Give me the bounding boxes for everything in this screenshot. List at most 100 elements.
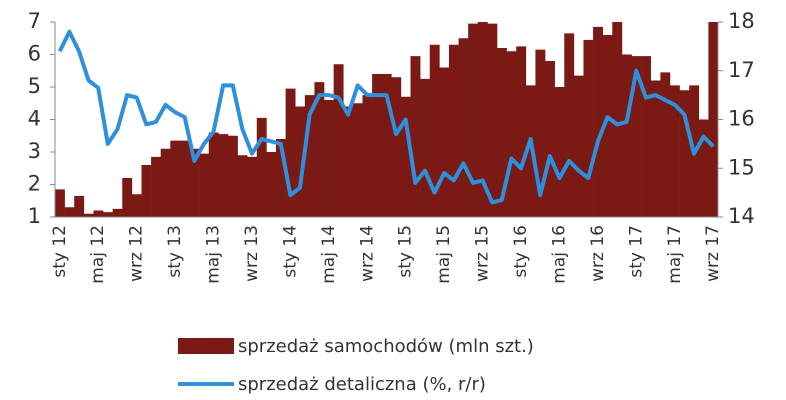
x-tick-label: maj 16 bbox=[549, 225, 569, 284]
bar bbox=[256, 117, 267, 217]
bar bbox=[669, 85, 680, 217]
bar bbox=[708, 22, 719, 217]
bar bbox=[535, 49, 546, 217]
x-tick-label: maj 12 bbox=[88, 225, 108, 284]
bar bbox=[593, 26, 603, 217]
x-tick-label: wrz 17 bbox=[703, 225, 723, 282]
bar bbox=[276, 139, 286, 217]
bar bbox=[55, 189, 65, 217]
x-tick-label: wrz 12 bbox=[127, 225, 147, 282]
bar bbox=[151, 156, 161, 217]
bar bbox=[227, 135, 238, 217]
bar bbox=[141, 165, 152, 217]
bar bbox=[516, 46, 527, 217]
bar bbox=[266, 152, 277, 217]
bar bbox=[343, 106, 354, 217]
x-tick-label: wrz 15 bbox=[473, 225, 493, 282]
legend-label: sprzedaż samochodów (mln szt.) bbox=[238, 336, 534, 357]
bar bbox=[112, 208, 123, 217]
bar bbox=[429, 44, 440, 217]
line bbox=[58, 29, 715, 205]
bar bbox=[74, 195, 85, 217]
bar bbox=[564, 33, 575, 217]
bar bbox=[400, 96, 411, 217]
bar bbox=[698, 119, 709, 217]
bar bbox=[83, 213, 94, 217]
bar bbox=[612, 22, 623, 217]
y2-tick-label: 16 bbox=[728, 107, 755, 131]
y-tick-label: 6 bbox=[28, 42, 41, 66]
bar bbox=[631, 56, 642, 217]
y2-tick-label: 18 bbox=[728, 9, 755, 33]
bar bbox=[554, 87, 565, 217]
bar bbox=[458, 38, 469, 217]
x-tick-label: maj 17 bbox=[665, 225, 685, 284]
x-tick-label: maj 14 bbox=[319, 225, 339, 284]
x-tick-label: wrz 16 bbox=[588, 225, 608, 282]
x-tick-label: sty 15 bbox=[396, 225, 416, 278]
bar bbox=[93, 210, 104, 217]
bar bbox=[295, 106, 306, 217]
bar bbox=[660, 72, 671, 217]
bar bbox=[362, 95, 373, 217]
bar bbox=[410, 56, 421, 217]
bar bbox=[477, 22, 488, 217]
bar bbox=[391, 77, 402, 217]
bar bbox=[448, 44, 459, 217]
bar bbox=[439, 67, 450, 217]
bar bbox=[352, 103, 363, 217]
bar bbox=[103, 212, 113, 217]
y-tick-label: 5 bbox=[28, 74, 41, 98]
bar bbox=[237, 155, 248, 217]
bar bbox=[381, 74, 392, 217]
y2-tick-label: 15 bbox=[728, 155, 755, 179]
bar bbox=[372, 74, 382, 217]
bar bbox=[131, 194, 142, 217]
bar bbox=[420, 78, 431, 217]
bar bbox=[497, 48, 507, 217]
bar bbox=[650, 80, 661, 217]
bar bbox=[199, 153, 210, 217]
legend-swatch bbox=[178, 338, 234, 354]
bar bbox=[170, 140, 181, 217]
x-tick-label: sty 12 bbox=[50, 225, 70, 278]
bar bbox=[487, 23, 498, 217]
bar bbox=[506, 51, 517, 217]
legend-label: sprzedaż detaliczna (%, r/r) bbox=[238, 374, 486, 395]
x-tick-label: wrz 13 bbox=[242, 225, 262, 282]
bar bbox=[314, 82, 325, 217]
x-tick-label: sty 17 bbox=[626, 225, 646, 278]
bar bbox=[304, 95, 315, 217]
y-tick-label: 7 bbox=[28, 9, 41, 33]
bar bbox=[160, 148, 171, 217]
bar bbox=[218, 134, 229, 217]
bar bbox=[602, 35, 613, 217]
bar bbox=[122, 178, 133, 217]
y-tick-label: 4 bbox=[28, 107, 41, 131]
bar bbox=[573, 75, 584, 217]
bar bbox=[64, 207, 75, 217]
y-tick-label: 1 bbox=[28, 204, 41, 228]
bar bbox=[545, 61, 555, 217]
bar bbox=[679, 90, 690, 217]
bar bbox=[179, 140, 190, 217]
bar bbox=[208, 132, 219, 217]
bar bbox=[333, 64, 344, 217]
y2-tick-label: 17 bbox=[728, 58, 755, 82]
bar bbox=[641, 56, 652, 217]
y2-tick-label: 14 bbox=[728, 204, 755, 228]
bar bbox=[189, 148, 200, 217]
y-tick-label: 2 bbox=[28, 172, 41, 196]
x-tick-label: sty 14 bbox=[280, 225, 300, 278]
bar bbox=[468, 23, 479, 217]
bar bbox=[621, 54, 632, 217]
y-tick-label: 3 bbox=[28, 139, 41, 163]
x-tick-label: maj 13 bbox=[204, 225, 224, 284]
x-tick-label: maj 15 bbox=[434, 225, 454, 284]
bar bbox=[583, 39, 594, 217]
x-tick-label: sty 13 bbox=[165, 225, 185, 278]
bar bbox=[324, 100, 334, 217]
bar bbox=[247, 156, 258, 217]
x-tick-label: wrz 14 bbox=[357, 225, 377, 282]
